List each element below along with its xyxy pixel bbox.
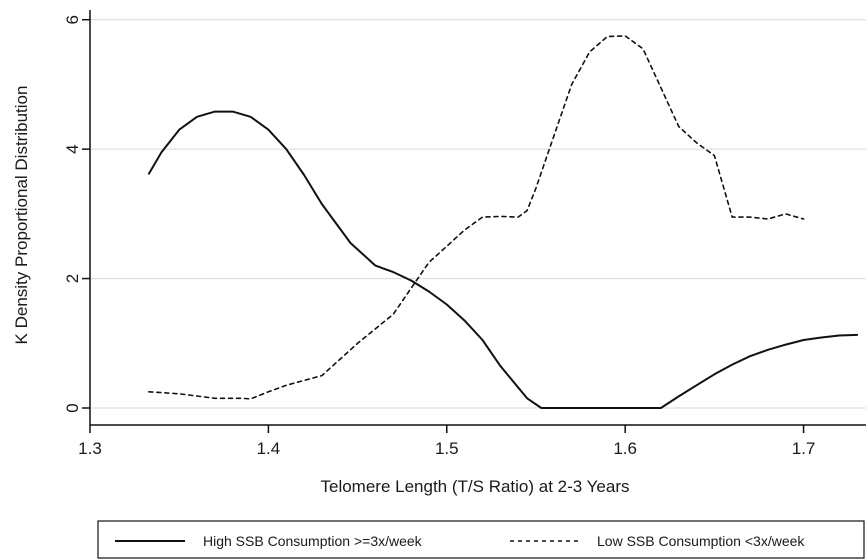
legend-label-low: Low SSB Consumption <3x/week [597, 533, 805, 549]
series-line-low-ssb [148, 35, 805, 400]
x-tick-label: 1.5 [435, 439, 459, 458]
legend-box [97, 520, 865, 559]
y-tick-label: 4 [63, 144, 82, 153]
y-tick-label: 0 [63, 403, 82, 412]
x-axis-title: Telomere Length (T/S Ratio) at 2-3 Years [321, 477, 630, 496]
series-line-high-ssb [147, 110, 859, 409]
x-tick-label: 1.7 [792, 439, 816, 458]
x-tick-label: 1.4 [257, 439, 281, 458]
ticks: 0 2 4 6 1.3 1.4 1.5 1.6 1.7 [63, 15, 815, 458]
y-axis-title: K Density Proportional Distribution [12, 86, 31, 345]
series [147, 35, 859, 409]
legend-label-high: High SSB Consumption >=3x/week [203, 533, 423, 549]
x-tick-label: 1.6 [613, 439, 637, 458]
axes [89, 10, 866, 426]
legend: High SSB Consumption >=3x/week Low SSB C… [97, 520, 865, 559]
gridlines [90, 19, 866, 409]
y-tick-label: 2 [63, 274, 82, 283]
y-tick-label: 6 [63, 15, 82, 24]
x-tick-label: 1.3 [78, 439, 102, 458]
